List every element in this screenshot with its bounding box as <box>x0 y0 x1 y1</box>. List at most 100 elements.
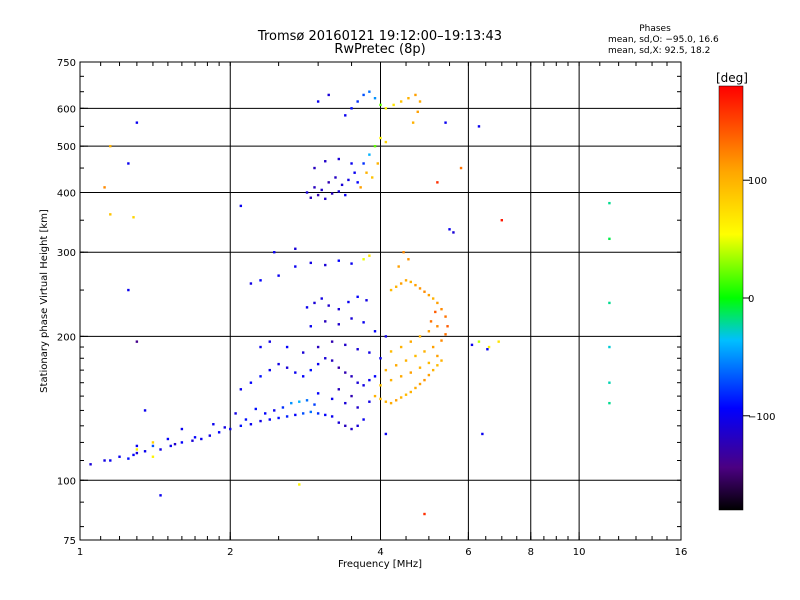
data-point <box>427 293 431 297</box>
data-point <box>356 381 359 384</box>
data-point <box>298 400 301 403</box>
data-point <box>109 459 112 462</box>
data-point <box>404 359 408 362</box>
data-point <box>350 162 353 165</box>
data-point <box>356 424 359 428</box>
data-point <box>344 424 347 428</box>
data-point <box>327 181 330 184</box>
data-point <box>337 323 341 326</box>
data-point <box>353 171 356 174</box>
y-tick-label: 300 <box>57 248 76 259</box>
data-point <box>423 512 426 516</box>
data-point <box>294 265 297 268</box>
data-point <box>414 354 417 358</box>
data-point <box>444 315 447 318</box>
data-point <box>337 307 341 311</box>
y-tick-label: 600 <box>57 104 76 115</box>
data-point <box>427 330 431 333</box>
data-point <box>608 237 611 241</box>
data-point <box>459 166 463 170</box>
data-point <box>431 345 435 349</box>
y-tick-label: 750 <box>57 58 76 69</box>
data-point <box>143 409 147 412</box>
data-point <box>362 93 365 97</box>
data-point <box>277 274 280 277</box>
data-point <box>384 107 388 110</box>
data-point <box>324 160 327 163</box>
y-tick-label: 400 <box>57 188 76 199</box>
data-point <box>309 196 312 199</box>
data-point <box>368 90 371 93</box>
data-point <box>109 213 112 216</box>
data-point <box>301 412 305 415</box>
data-point <box>394 364 398 367</box>
data-point <box>411 121 415 124</box>
y-tick-label: 200 <box>57 332 76 343</box>
colorbar-ticks: 100 0 −100 <box>743 176 775 423</box>
stats-heading: Phases <box>639 24 671 34</box>
y-axis-ticks: 75 100 200 300 400 500 600 750 <box>57 58 88 547</box>
data-point <box>320 297 323 300</box>
data-point <box>436 181 439 184</box>
data-point <box>384 368 388 372</box>
x-tick-label: 4 <box>377 547 383 558</box>
data-point <box>486 348 489 351</box>
data-point <box>337 157 341 161</box>
data-point <box>127 162 130 165</box>
data-point <box>223 426 226 429</box>
data-point <box>89 463 92 466</box>
data-point <box>470 343 474 347</box>
data-point <box>337 190 341 193</box>
data-point <box>316 100 320 103</box>
data-point <box>356 100 359 103</box>
data-point <box>313 301 316 305</box>
data-point <box>151 444 155 448</box>
data-point <box>229 427 232 431</box>
data-point <box>316 362 320 366</box>
data-point <box>268 340 271 343</box>
data-point <box>324 197 327 201</box>
data-point <box>394 399 398 402</box>
chart-subtitle: RwPretec (8p) <box>334 42 425 57</box>
data-point <box>399 375 403 378</box>
data-point <box>103 186 106 189</box>
data-point <box>359 186 362 189</box>
y-axis-label: Stationary phase Virtual Height [km] <box>39 209 50 393</box>
data-point <box>409 371 412 374</box>
data-point <box>446 325 449 328</box>
data-point <box>135 451 139 455</box>
data-point <box>404 279 408 282</box>
data-point <box>268 368 271 372</box>
data-point <box>208 434 212 437</box>
data-point <box>399 100 403 103</box>
data-point <box>436 301 439 305</box>
data-point <box>347 300 350 304</box>
data-point <box>368 153 371 156</box>
data-point <box>440 359 443 362</box>
data-point <box>109 144 112 148</box>
data-point <box>368 400 371 403</box>
data-point <box>392 103 395 107</box>
data-point <box>423 290 426 293</box>
data-point <box>313 403 316 406</box>
data-point <box>285 415 289 418</box>
data-point <box>423 378 426 382</box>
data-point <box>301 375 305 378</box>
data-point <box>344 401 347 405</box>
data-point <box>166 437 170 441</box>
data-point <box>350 317 353 320</box>
data-point <box>298 483 301 486</box>
data-point <box>239 424 243 428</box>
data-point <box>440 339 443 342</box>
data-point <box>281 406 285 409</box>
data-point <box>305 306 309 309</box>
data-point <box>294 371 297 374</box>
data-point <box>368 378 371 382</box>
data-point <box>143 450 147 453</box>
data-point <box>234 412 237 415</box>
data-point <box>409 390 412 394</box>
data-point <box>159 448 162 451</box>
data-point <box>305 399 309 402</box>
data-point <box>180 441 184 444</box>
data-point <box>324 263 327 267</box>
